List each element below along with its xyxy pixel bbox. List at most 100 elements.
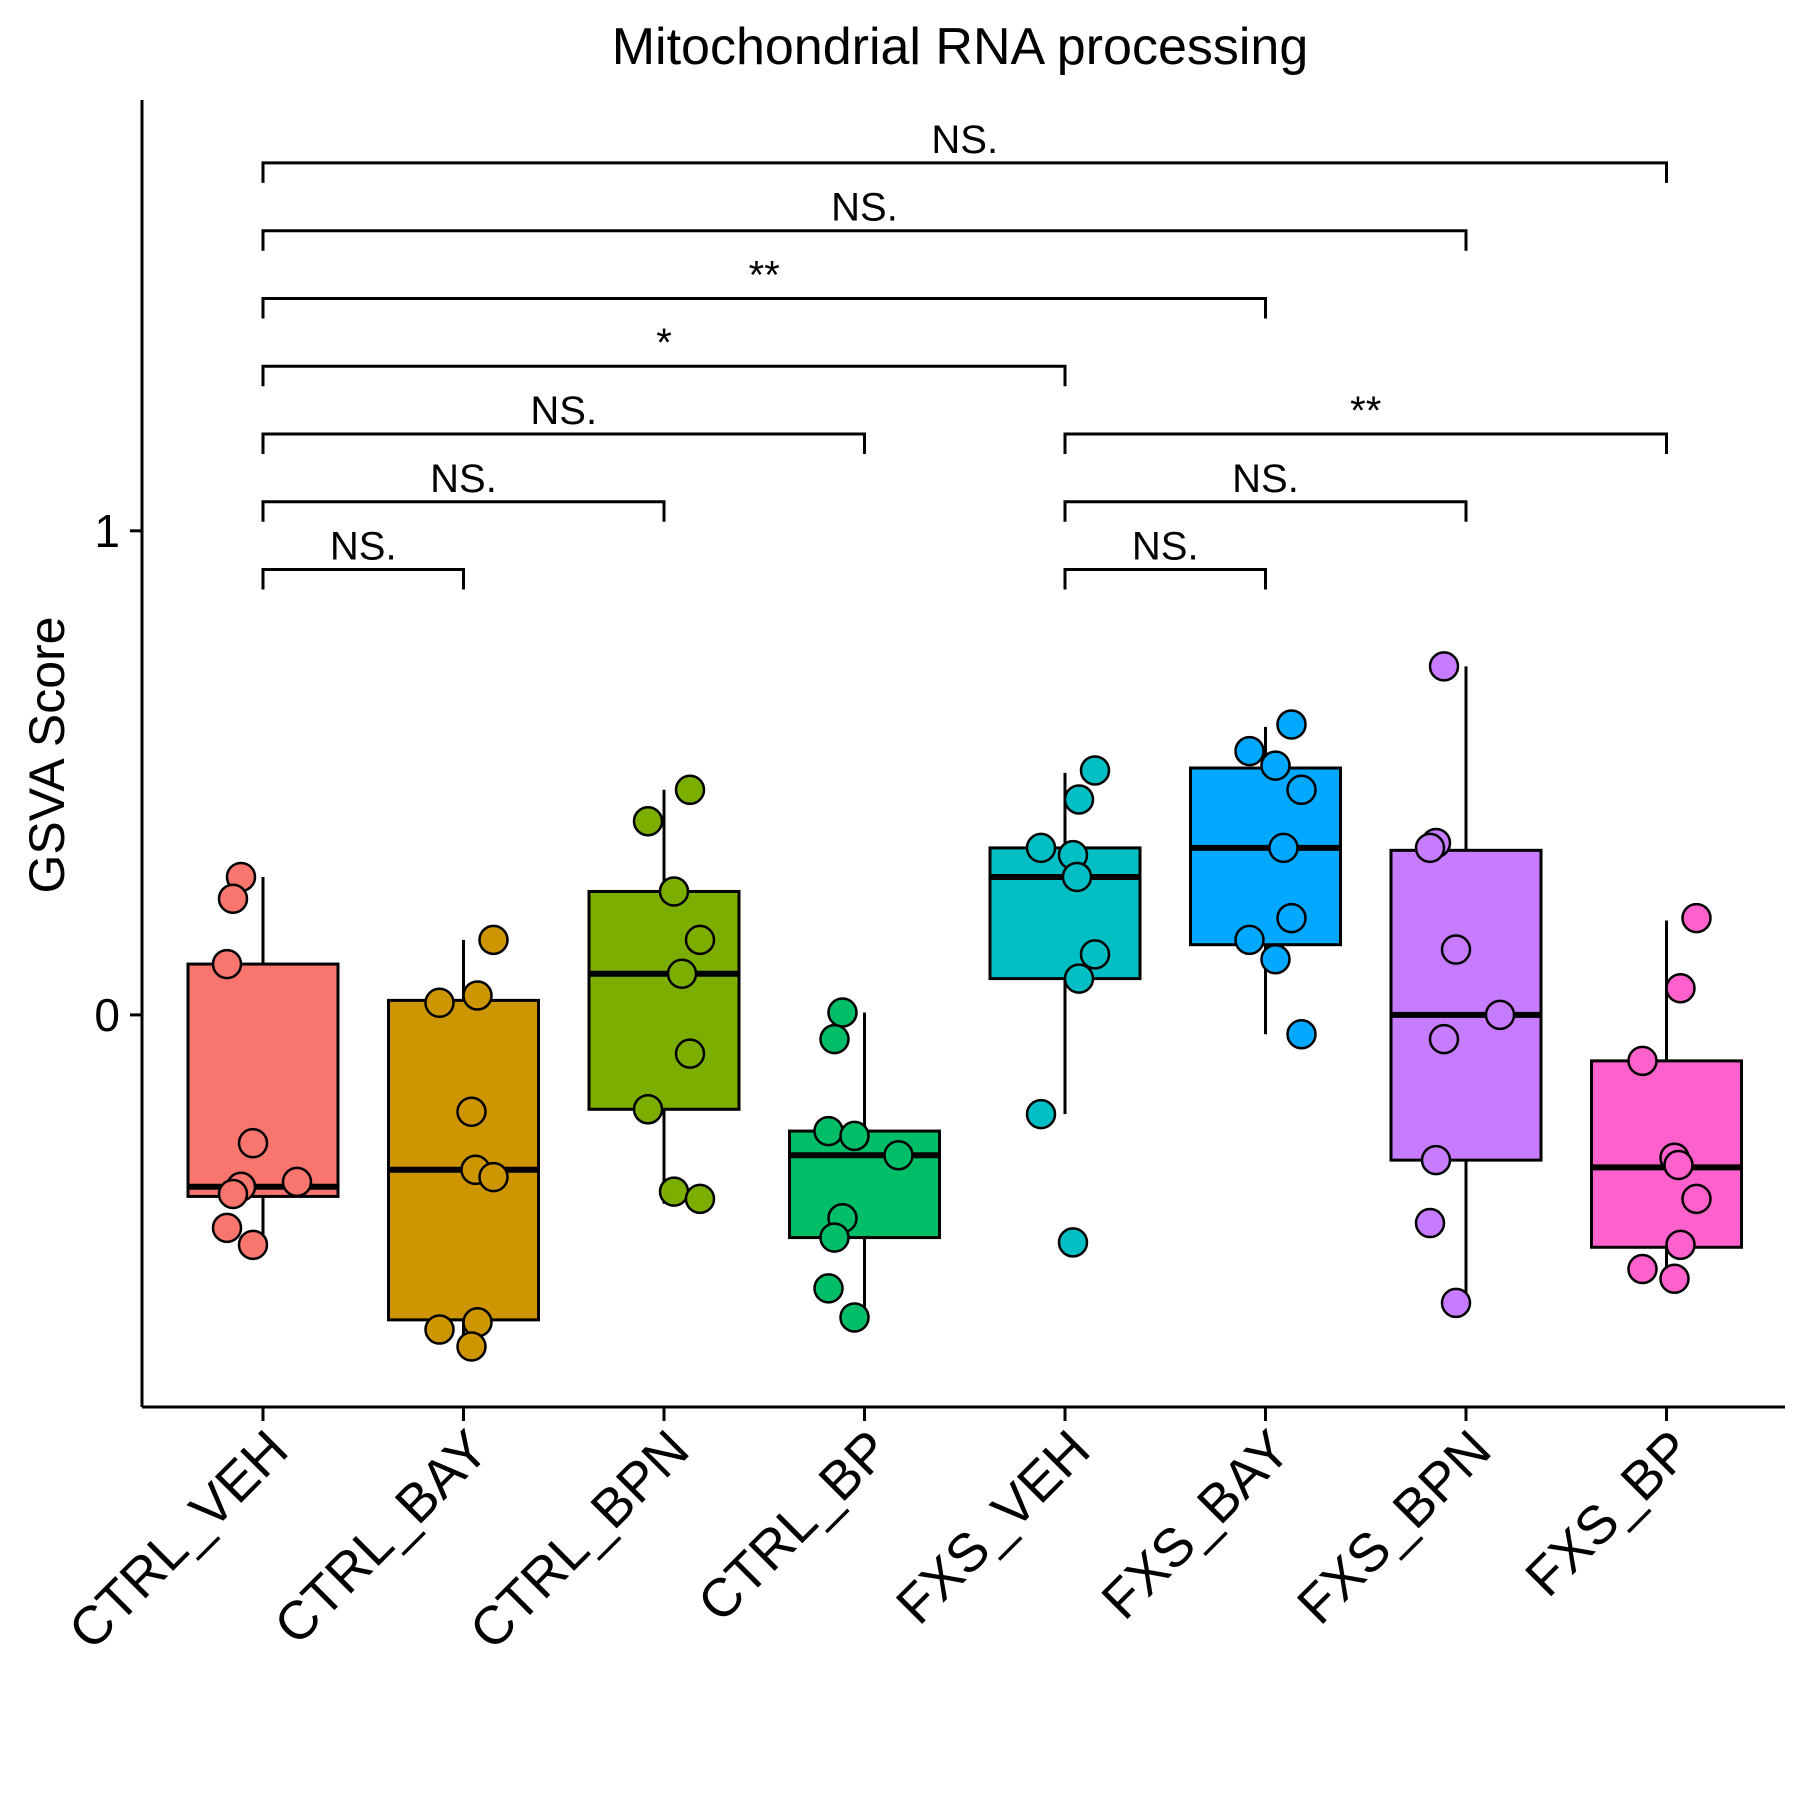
point-fxs-bpn — [1428, 1023, 1460, 1055]
comparison-brackets: NS.NS.NS.***NS.NS.NS.NS.** — [261, 118, 1668, 590]
box-ctrl-bp — [788, 1129, 941, 1240]
point-ctrl-veh — [237, 1127, 269, 1159]
point-ctrl-bay — [424, 1314, 455, 1345]
significance-label: NS. — [430, 457, 497, 501]
box-fxs-bpn — [1389, 848, 1543, 1162]
point-ctrl-veh — [217, 1178, 249, 1210]
point-ctrl-veh — [217, 883, 249, 914]
comparison-bracket — [261, 500, 666, 522]
data-points — [211, 651, 1712, 1362]
box-fxs-bay — [1189, 766, 1342, 947]
point-fxs-bpn — [1414, 1207, 1446, 1239]
point-ctrl-bp — [813, 1115, 844, 1147]
point-ctrl-bp — [827, 997, 858, 1028]
point-ctrl-bpn — [684, 1183, 716, 1215]
point-fxs-bp — [1627, 1045, 1658, 1077]
point-fxs-bp — [1663, 1149, 1694, 1181]
point-ctrl-bp — [839, 1120, 870, 1152]
point-ctrl-bp — [819, 1023, 850, 1055]
point-fxs-bp — [1659, 1263, 1690, 1294]
point-fxs-bay — [1260, 943, 1291, 975]
point-fxs-veh — [1079, 755, 1111, 786]
point-ctrl-veh — [237, 1229, 269, 1261]
point-ctrl-bay — [478, 924, 509, 956]
y-tick-label: 0 — [94, 989, 120, 1041]
point-fxs-veh — [1025, 1098, 1057, 1130]
point-fxs-bay — [1276, 709, 1307, 740]
point-ctrl-bay — [478, 1161, 509, 1193]
point-fxs-bpn — [1440, 1287, 1472, 1319]
point-ctrl-bpn — [632, 1094, 664, 1125]
point-fxs-bay — [1234, 924, 1265, 956]
significance-label: NS. — [1132, 525, 1199, 569]
point-ctrl-veh — [211, 1212, 243, 1244]
significance-label: NS. — [530, 389, 597, 433]
comparison-bracket — [261, 296, 1267, 319]
y-axis-title: GSVA Score — [19, 617, 75, 894]
significance-label: ** — [749, 253, 780, 297]
comparison-bracket — [1063, 500, 1468, 522]
point-ctrl-bay — [456, 1331, 487, 1362]
comparison-bracket — [261, 432, 866, 455]
x-tick-label: FXS_BAY — [1090, 1419, 1302, 1631]
point-fxs-veh — [1063, 784, 1095, 815]
point-fxs-bay — [1268, 832, 1299, 864]
chart-title: Mitochondrial RNA processing — [612, 18, 1309, 76]
significance-label: NS. — [831, 186, 898, 230]
point-ctrl-bp — [839, 1302, 870, 1333]
point-fxs-bay — [1276, 902, 1307, 934]
point-fxs-bay — [1286, 1019, 1317, 1050]
point-fxs-bp — [1665, 1229, 1696, 1261]
point-ctrl-bpn — [684, 924, 716, 956]
x-tick-label: FXS_BP — [1514, 1419, 1703, 1608]
box-ctrl-bpn — [587, 889, 741, 1111]
x-tick-label: FXS_BPN — [1286, 1419, 1502, 1635]
comparison-bracket — [1063, 568, 1267, 590]
significance-label: NS. — [931, 118, 998, 162]
point-ctrl-bay — [456, 1096, 487, 1127]
comparison-bracket — [1063, 432, 1668, 455]
significance-label: NS. — [1232, 457, 1299, 501]
point-fxs-bay — [1286, 774, 1317, 806]
point-ctrl-bp — [883, 1140, 914, 1171]
box-ctrl-bay — [387, 998, 540, 1322]
point-ctrl-bay — [462, 980, 493, 1011]
significance-label: * — [656, 321, 672, 365]
point-fxs-bay — [1260, 750, 1291, 781]
x-tick-label: CTRL_BPN — [459, 1419, 701, 1661]
point-fxs-bpn — [1414, 832, 1446, 864]
point-fxs-veh — [1061, 861, 1093, 893]
point-ctrl-bpn — [674, 774, 706, 806]
point-fxs-bpn — [1428, 651, 1460, 682]
point-fxs-bpn — [1484, 999, 1516, 1031]
comparison-bracket — [261, 364, 1067, 387]
x-tick-label: FXS_VEH — [885, 1419, 1101, 1635]
box-ctrl-veh — [186, 962, 340, 1198]
x-tick-label: CTRL_VEH — [58, 1419, 300, 1661]
comparison-bracket — [261, 161, 1668, 183]
boxplots — [186, 666, 1743, 1347]
significance-label: NS. — [330, 525, 397, 569]
point-fxs-bp — [1665, 973, 1696, 1004]
point-fxs-bpn — [1440, 934, 1472, 965]
point-fxs-bay — [1234, 735, 1265, 767]
significance-label: ** — [1350, 389, 1381, 433]
point-ctrl-bp — [813, 1273, 844, 1304]
point-fxs-veh — [1079, 939, 1111, 970]
point-ctrl-bp — [819, 1222, 850, 1253]
point-fxs-bp — [1681, 1183, 1712, 1215]
point-ctrl-bpn — [658, 1176, 690, 1207]
point-fxs-veh — [1057, 1227, 1089, 1258]
y-tick-label: 1 — [94, 505, 120, 557]
point-ctrl-bay — [424, 987, 455, 1019]
comparison-bracket — [261, 568, 465, 590]
point-ctrl-bpn — [658, 876, 690, 907]
point-fxs-veh — [1025, 832, 1057, 864]
point-ctrl-bpn — [632, 806, 664, 837]
point-fxs-bp — [1681, 902, 1712, 934]
point-ctrl-bpn — [666, 958, 698, 990]
point-ctrl-bpn — [674, 1038, 706, 1069]
point-fxs-bpn — [1420, 1144, 1452, 1176]
point-fxs-bp — [1627, 1253, 1658, 1285]
